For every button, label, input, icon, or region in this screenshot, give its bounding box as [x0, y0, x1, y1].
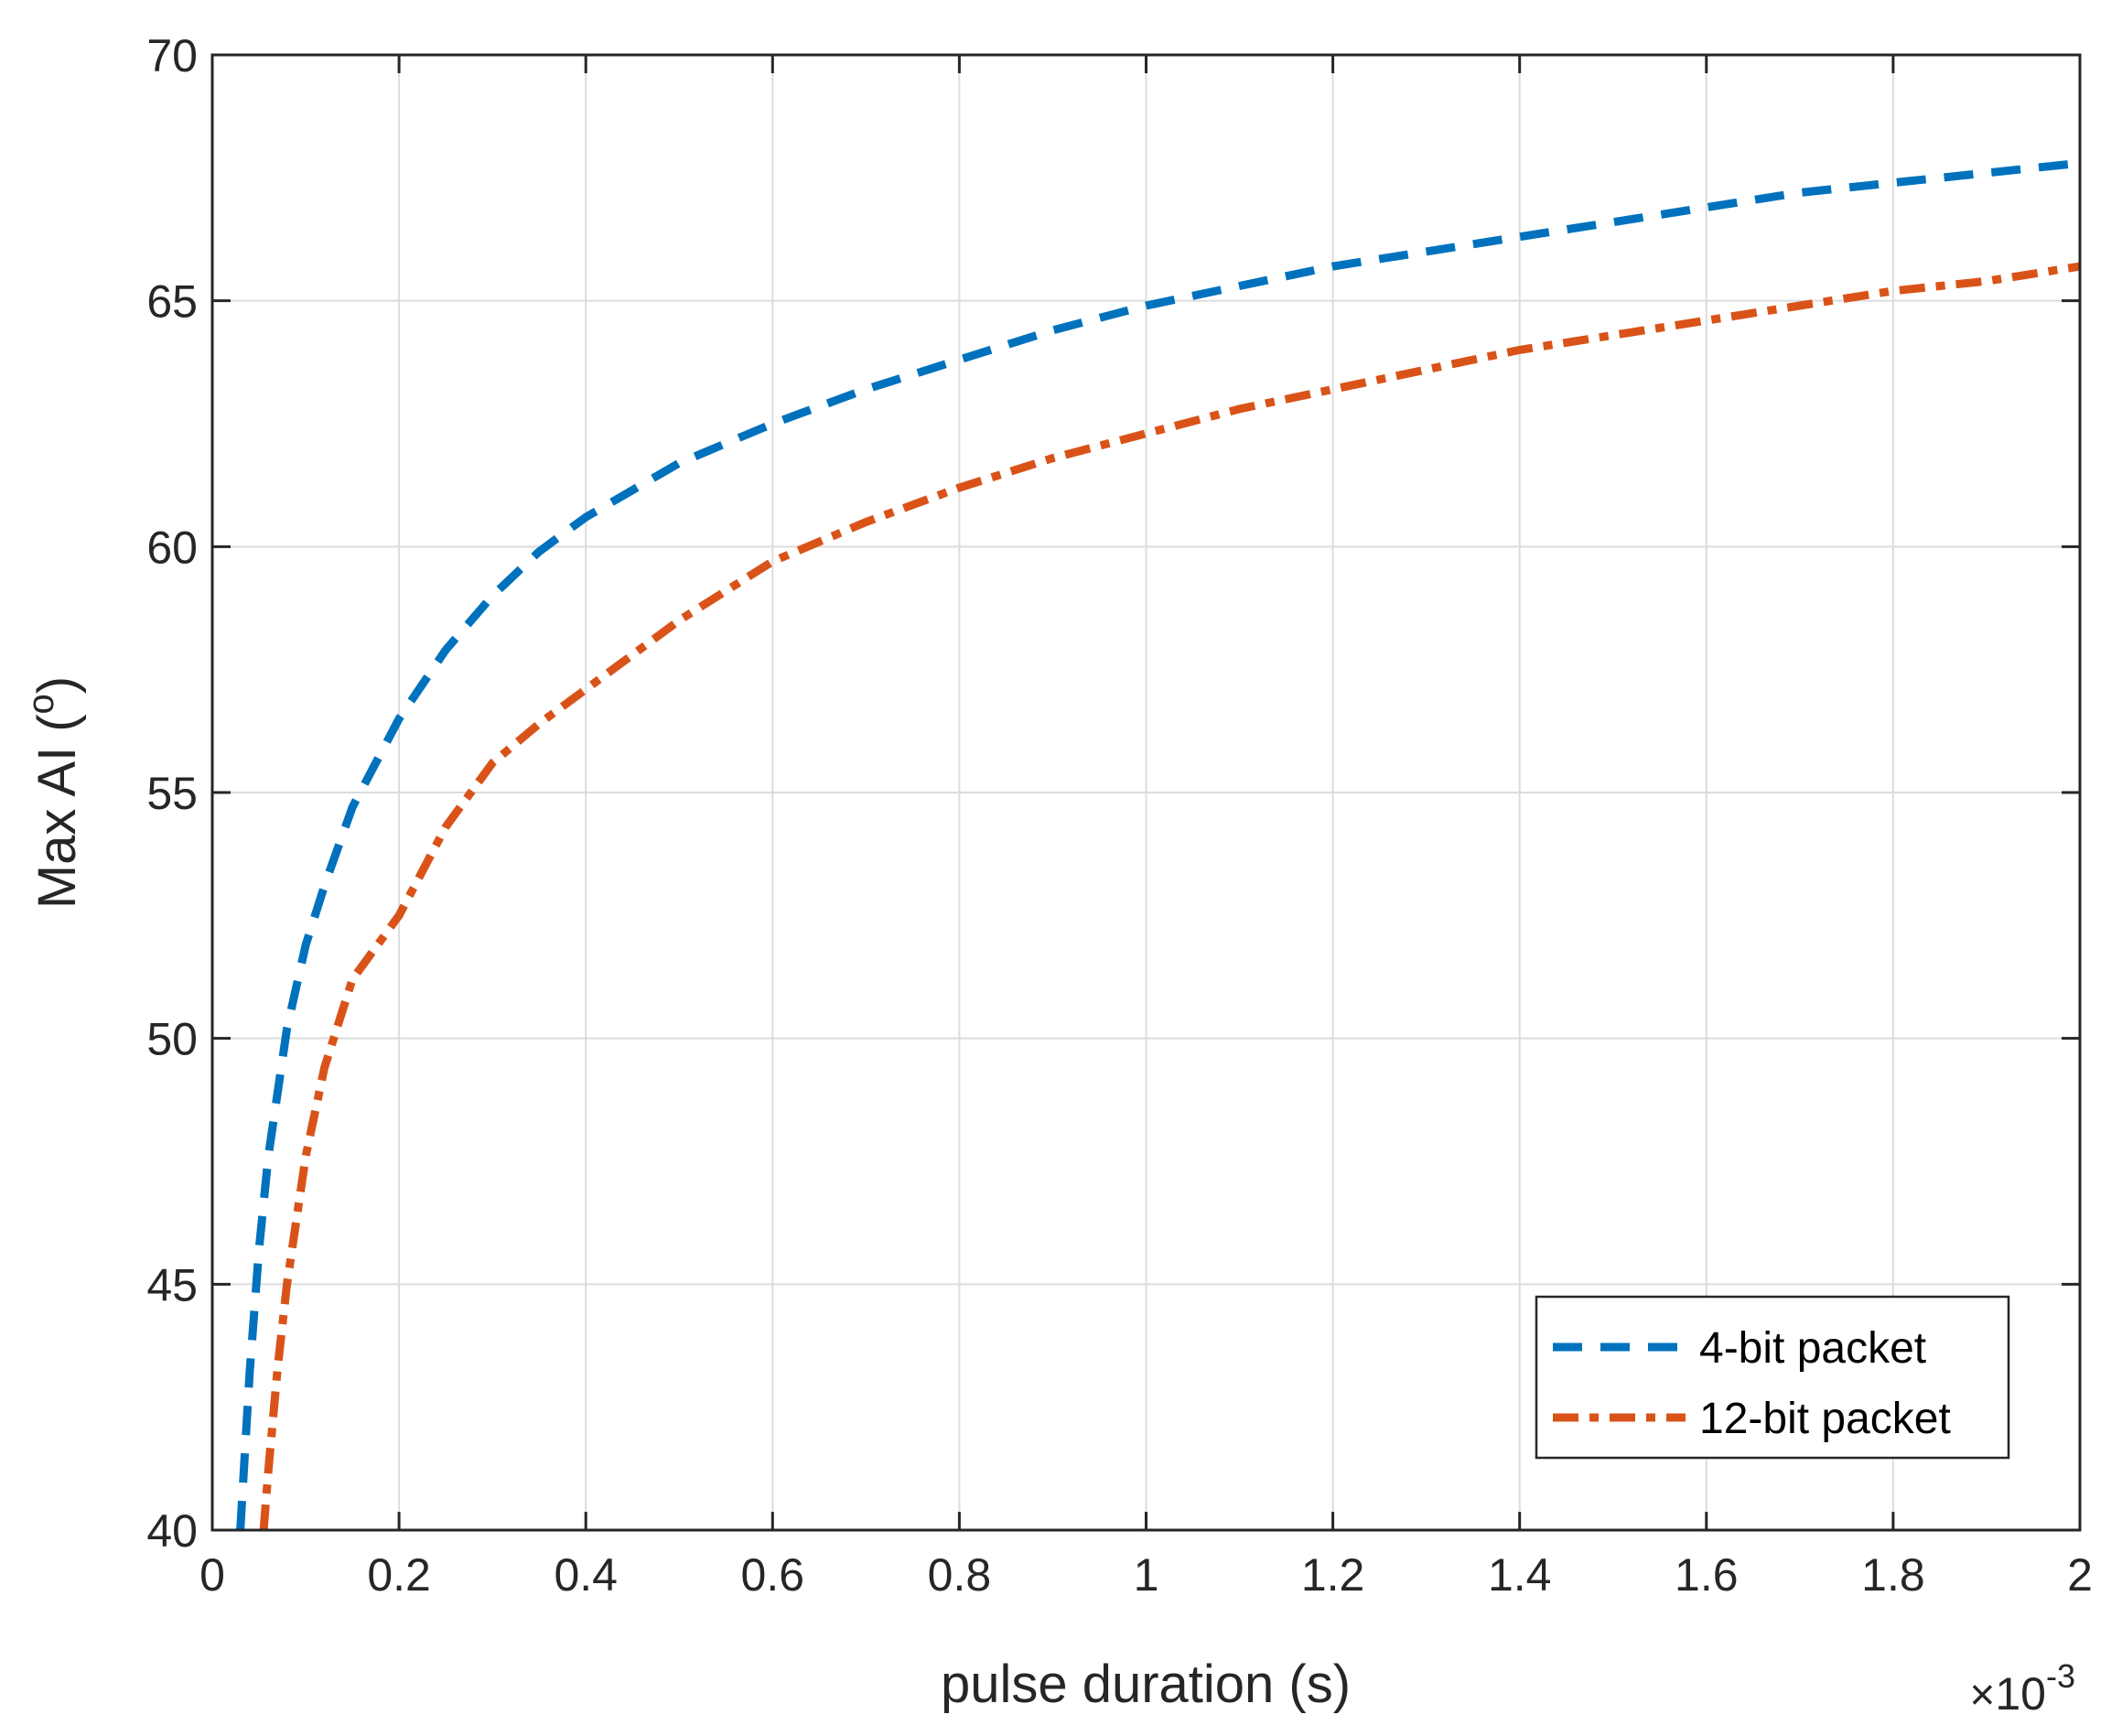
- x-tick-label: 2: [2067, 1549, 2093, 1601]
- y-axis-title-close: ): [27, 676, 87, 694]
- y-tick-label: 50: [146, 1014, 198, 1065]
- multiplier-base: 10: [1995, 1668, 2046, 1720]
- y-axis-title: Max AI (o): [21, 676, 87, 909]
- multiplier-times: ×: [1969, 1671, 1995, 1720]
- x-tick-label: 1.8: [1861, 1549, 1925, 1601]
- legend-box: [1535, 1295, 2010, 1460]
- x-tick-label: 0.8: [928, 1549, 992, 1601]
- x-axis-multiplier: ×10-3: [1969, 1657, 2075, 1720]
- y-tick-label: 60: [146, 522, 198, 573]
- series-line-12-bit: [259, 262, 2080, 1530]
- multiplier-exponent: -3: [2046, 1657, 2075, 1695]
- series-lines: [236, 158, 2080, 1530]
- x-tick-label: 0.6: [741, 1549, 805, 1601]
- legend-label-12-bit: 12-bit packet: [1699, 1395, 1951, 1443]
- y-tick-label: 45: [146, 1259, 198, 1310]
- x-tick-label: 0.4: [554, 1549, 618, 1601]
- x-tick-label: 1.2: [1301, 1549, 1365, 1601]
- y-tick-label: 40: [146, 1505, 198, 1557]
- y-tick-label: 65: [146, 276, 198, 328]
- x-tick-label: 1.4: [1488, 1549, 1552, 1601]
- y-axis-title-main: Max AI (: [27, 714, 87, 909]
- x-tick-label: 0.2: [367, 1549, 431, 1601]
- y-tick-labels: 40 45 50 55 60 65 70: [146, 30, 198, 1557]
- legend: 4-bit packet 12-bit packet: [1535, 1295, 2010, 1460]
- axis-ticks: [210, 53, 2082, 1532]
- x-tick-label: 1: [1134, 1549, 1159, 1601]
- x-tick-labels: 0 0.2 0.4 0.6 0.8 1 1.2 1.4 1.6 1.8 2: [199, 1549, 2093, 1601]
- x-tick-label: 1.6: [1675, 1549, 1739, 1601]
- grid: [212, 55, 2080, 1530]
- y-tick-label: 55: [146, 768, 198, 819]
- y-tick-label: 70: [146, 30, 198, 81]
- y-axis-title-superscript: o: [21, 694, 61, 714]
- x-tick-label: 0: [199, 1549, 225, 1601]
- legend-label-4-bit: 4-bit packet: [1699, 1324, 1926, 1373]
- x-axis-title: pulse duration (s): [941, 1655, 1351, 1714]
